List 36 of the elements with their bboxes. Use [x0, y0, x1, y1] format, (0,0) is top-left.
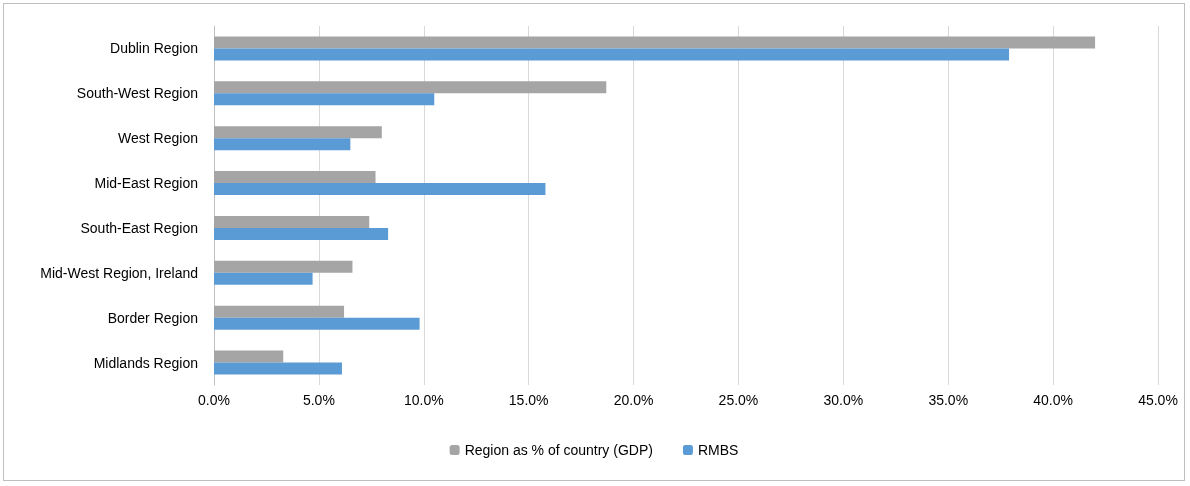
y-tick-label: Midlands Region [93, 354, 198, 371]
legend-label: Region as % of country (GDP) [464, 442, 653, 458]
bar [214, 48, 1010, 61]
y-tick-label: Dublin Region [110, 40, 198, 57]
y-tick-label: Border Region [107, 309, 198, 326]
bar [214, 171, 376, 184]
bar [214, 227, 389, 240]
bar [214, 362, 342, 375]
x-tick-label: 0.0% [198, 392, 230, 408]
bar [214, 215, 370, 228]
legend-label: RMBS [697, 442, 739, 458]
bar [214, 350, 284, 363]
y-tick-label: South-East Region [80, 219, 198, 236]
x-tick-label: 25.0% [718, 392, 759, 408]
bar [214, 36, 1096, 49]
x-tick-label: 35.0% [928, 392, 969, 408]
x-tick-label: 45.0% [1138, 392, 1178, 408]
y-tick-label: Mid-West Region, Ireland [40, 264, 198, 281]
x-tick-label: 20.0% [613, 392, 654, 408]
bar [214, 81, 607, 94]
x-tick-label: 15.0% [508, 392, 549, 408]
bar [214, 272, 313, 285]
bar [214, 260, 353, 273]
x-tick-label: 30.0% [823, 392, 864, 408]
bar [214, 138, 351, 151]
bar [214, 305, 345, 318]
x-tick-label: 5.0% [302, 392, 335, 408]
y-tick-label: Mid-East Region [94, 175, 198, 192]
y-tick-label: South-West Region [76, 85, 198, 102]
x-tick-label: 40.0% [1033, 392, 1073, 408]
bar [214, 93, 435, 106]
x-tick-label: 10.0% [403, 392, 444, 408]
y-tick-label: West Region [118, 130, 198, 147]
bar [214, 317, 420, 330]
bar [214, 183, 546, 196]
bar [214, 126, 382, 139]
